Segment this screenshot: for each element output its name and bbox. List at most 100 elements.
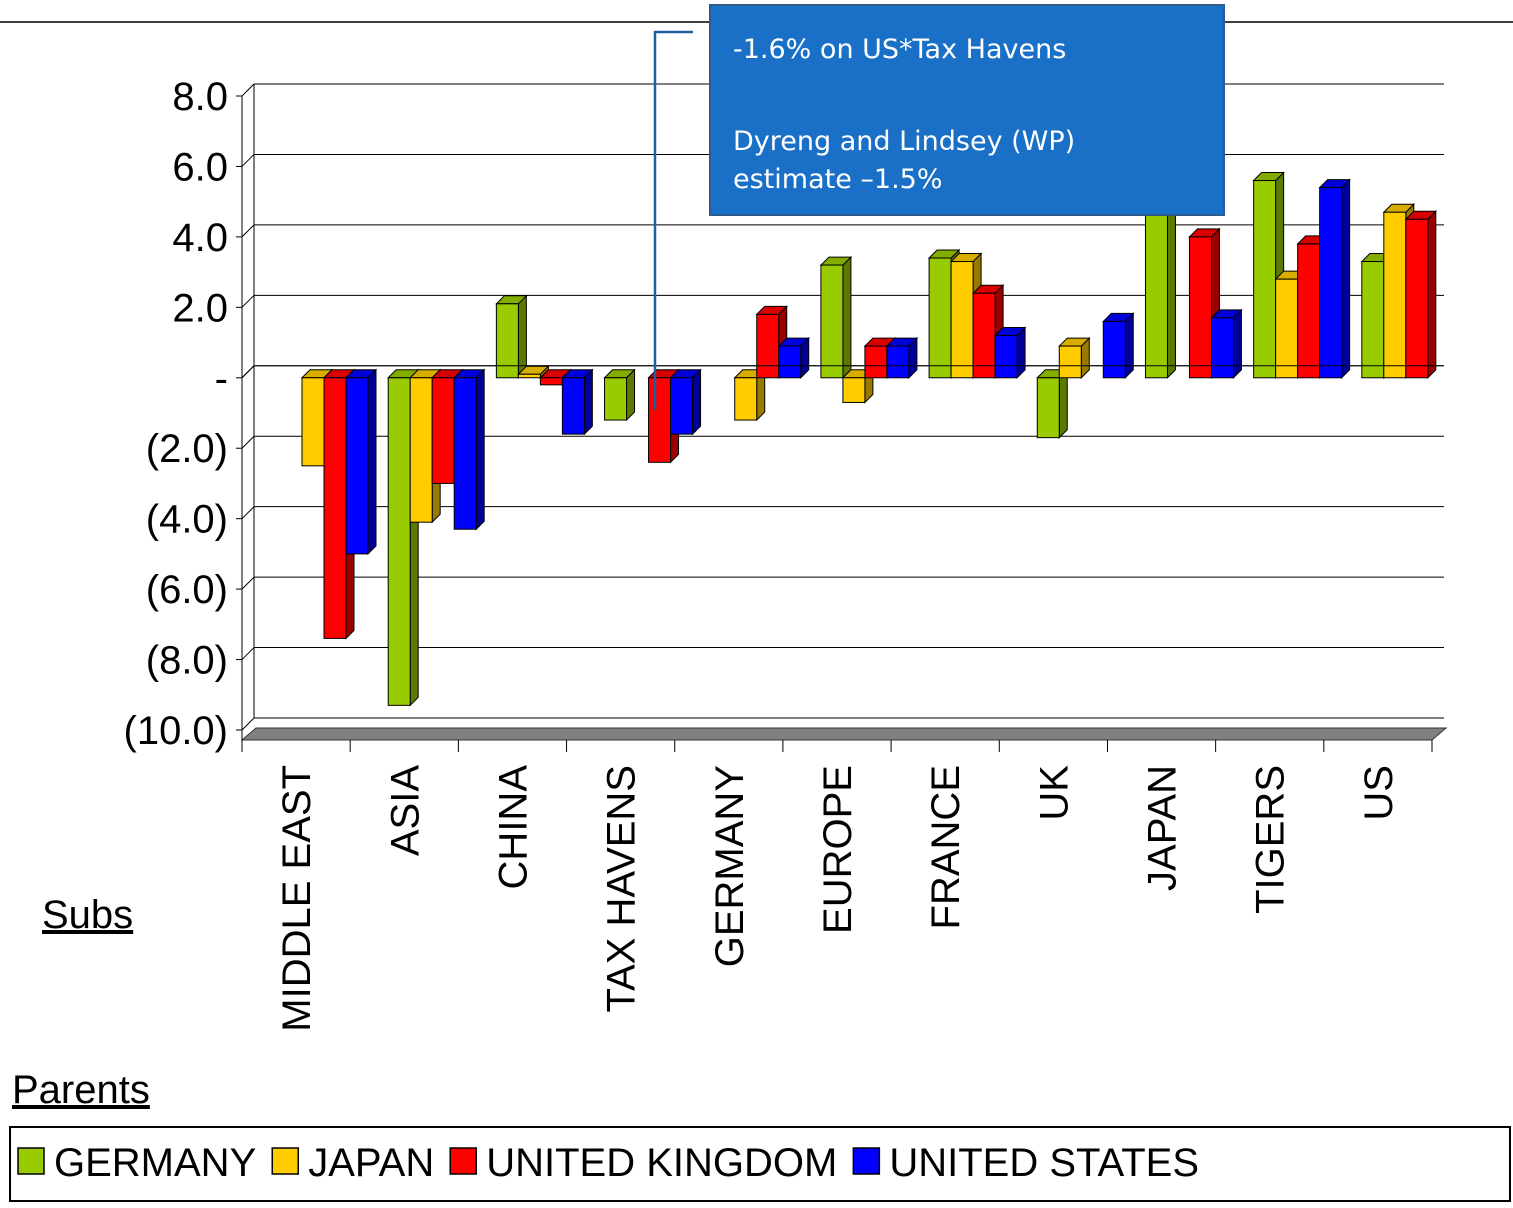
bar [885, 336, 919, 379]
x-tick-label: TAX HAVENS [600, 765, 644, 1012]
bar-front [648, 377, 672, 463]
bar [1318, 178, 1351, 379]
bar-front [561, 377, 585, 435]
grid-line [241, 435, 255, 449]
bar-front [1102, 320, 1126, 379]
bar-front [1275, 278, 1299, 379]
bar-front [1319, 187, 1343, 379]
y-tick-label: - [215, 357, 228, 401]
bar [819, 255, 853, 379]
x-tick-label: EUROPE [816, 765, 860, 934]
bar-side [475, 368, 485, 531]
bar-side [583, 368, 593, 436]
bar-front [864, 345, 888, 379]
bar-front [778, 345, 802, 379]
grid-line [241, 647, 255, 660]
bar-front [517, 373, 541, 379]
bar-front [842, 377, 866, 403]
bar-side [1341, 178, 1351, 379]
legend-label: JAPAN [308, 1141, 434, 1185]
axis-label: Subs [42, 893, 133, 937]
bar-front [409, 377, 433, 523]
bar-side [1232, 308, 1242, 379]
bar-front [820, 264, 844, 379]
y-tick-label: (4.0) [146, 498, 228, 542]
y-tick-label: (8.0) [146, 639, 228, 683]
bar-front [994, 335, 1018, 379]
bar [1210, 308, 1243, 379]
y-tick-label: 2.0 [172, 286, 228, 330]
bar-front [539, 377, 563, 386]
bar [561, 368, 594, 436]
y-tick-label: (6.0) [146, 568, 228, 612]
legend: GERMANY JAPAN UNITED KINGDOM UNITED STATES [17, 1141, 1199, 1185]
bar-front [950, 261, 974, 379]
bar-front [1297, 243, 1321, 379]
legend-swatch [449, 1147, 477, 1175]
bar-side [842, 255, 852, 379]
bar-side [1124, 312, 1134, 379]
bar-front [1405, 218, 1429, 379]
bar-front [453, 377, 477, 530]
y-tick-label: (2.0) [146, 427, 228, 471]
x-tick-label: FRANCE [924, 765, 968, 929]
annotation-box [709, 4, 1225, 216]
grid-line [241, 224, 255, 238]
legend-label: UNITED STATES [889, 1141, 1199, 1185]
legend-label: UNITED KINGDOM [486, 1141, 837, 1185]
bar [669, 368, 702, 436]
bar-side [1427, 210, 1437, 379]
bar [777, 336, 810, 379]
bar [603, 368, 636, 422]
bar-front [972, 292, 996, 379]
annotation-text: -1.6% on US*Tax Havens [733, 34, 1066, 65]
x-tick-label: TIGERS [1249, 765, 1293, 914]
bar-side [626, 368, 636, 422]
bar [1036, 368, 1069, 439]
annotation-text: estimate –1.5% [733, 164, 943, 195]
x-tick-label: US [1357, 765, 1401, 821]
bar-front [323, 377, 347, 639]
bar [1102, 312, 1135, 379]
bar [1058, 336, 1091, 379]
bar-front [1383, 211, 1407, 379]
bar [517, 365, 550, 379]
grid-line [241, 154, 255, 167]
bar-front [1036, 377, 1060, 439]
grid-line [241, 294, 255, 308]
bar-side [1058, 368, 1068, 439]
bar [993, 326, 1027, 379]
zero-line [241, 365, 1444, 379]
y-tick-label: 8.0 [172, 75, 228, 119]
bar-front [345, 377, 369, 555]
bar [1404, 210, 1438, 379]
bar-front [1210, 317, 1234, 379]
bar-front [1253, 180, 1277, 379]
bar-side [367, 368, 377, 556]
bar-front [495, 303, 519, 379]
x-tick-label: JAPAN [1141, 765, 1185, 891]
bar-front [928, 257, 952, 379]
legend-swatch [17, 1147, 45, 1175]
legend-label: GERMANY [54, 1141, 256, 1185]
bar-front [604, 377, 628, 421]
bar [495, 294, 528, 379]
bar [344, 368, 378, 556]
plot-area: 8.0 6.0 4.0 2.0 - (2.0) (4.0) (6.0) (8.0) (10.0) M… [124, 75, 1448, 1032]
bar-side [692, 368, 702, 436]
y-tick-label: 4.0 [172, 216, 228, 260]
x-tick-label: CHINA [491, 765, 535, 890]
legend-swatch [271, 1147, 299, 1175]
x-tick-label: GERMANY [708, 765, 752, 967]
legend-box [9, 1126, 1511, 1202]
annotation-text: Dyreng and Lindsey (WP) [733, 126, 1075, 157]
bar-front [431, 377, 455, 484]
bar [1252, 171, 1285, 379]
bar-front [734, 377, 758, 421]
bar-front [886, 345, 910, 379]
y-tick-label: 6.0 [172, 145, 228, 189]
bar-front [1058, 345, 1082, 379]
bar [733, 368, 766, 422]
